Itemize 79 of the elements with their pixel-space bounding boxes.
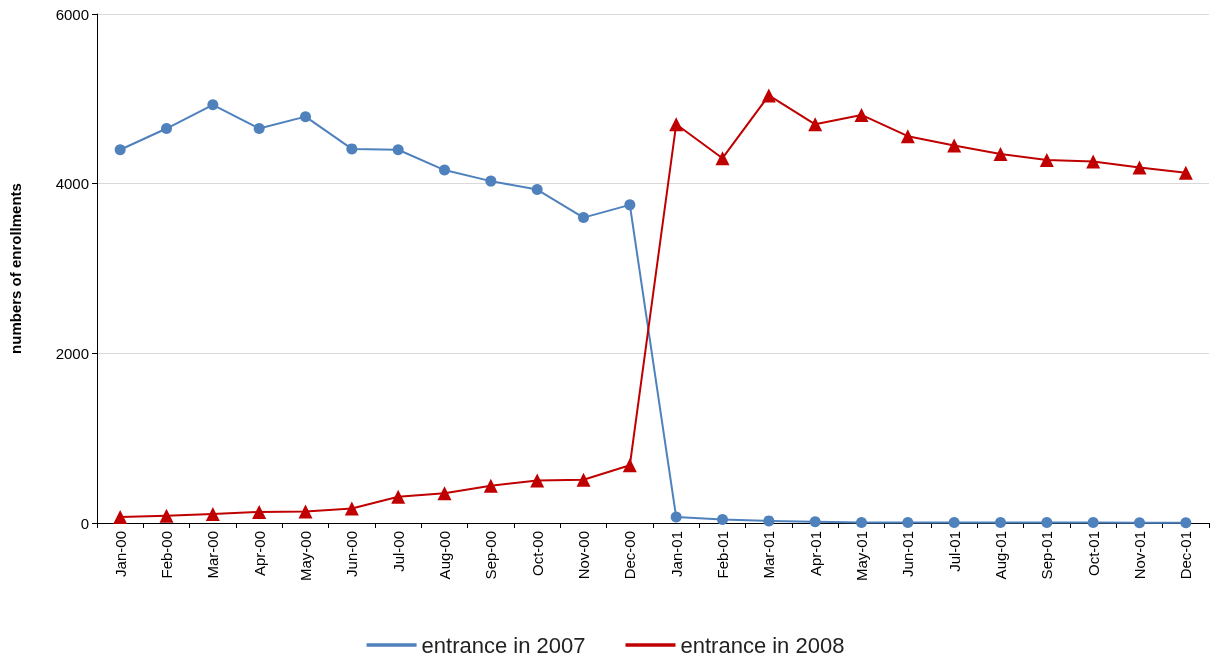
point <box>161 123 172 135</box>
x-tick-label: Jan-01 <box>667 531 685 577</box>
point <box>761 88 776 103</box>
point <box>854 107 869 122</box>
x-tick-label: Jun-00 <box>343 531 361 577</box>
x-tick-label: Mar-00 <box>204 531 222 579</box>
point <box>995 517 1006 529</box>
point <box>1134 517 1145 529</box>
point <box>808 117 823 132</box>
x-tick-label: Sep-00 <box>482 531 500 580</box>
point <box>670 511 682 523</box>
point <box>900 129 915 144</box>
point <box>437 486 452 501</box>
x-tick-label: Oct-01 <box>1084 531 1102 577</box>
x-tick-label: Jan-00 <box>111 531 129 577</box>
point <box>902 517 914 529</box>
point <box>346 143 358 155</box>
x-tick-label: Nov-01 <box>1131 531 1148 580</box>
point <box>205 507 220 522</box>
legend-label: entrance in 2007 <box>421 632 586 658</box>
x-tick-label: Nov-00 <box>575 531 592 580</box>
x-tick-label: Jun-01 <box>899 531 917 577</box>
y-axis-title: numbers of enrollments <box>7 183 24 354</box>
point <box>809 516 821 528</box>
point <box>1039 152 1054 167</box>
point <box>576 472 591 487</box>
point <box>298 504 313 519</box>
point <box>622 458 637 473</box>
x-tick-label: Aug-00 <box>436 531 453 580</box>
point <box>1132 160 1147 175</box>
x-tick-label: Apr-01 <box>806 531 824 577</box>
y-tick-label: 4000 <box>55 175 89 193</box>
point <box>856 517 867 529</box>
point <box>715 151 730 166</box>
y-tick-label: 2000 <box>55 344 89 362</box>
point <box>1087 517 1099 529</box>
x-tick-label: May-00 <box>297 531 314 582</box>
point <box>578 212 589 224</box>
legend-label: entrance in 2008 <box>680 632 845 658</box>
point <box>717 514 728 526</box>
x-tick-label: Feb-01 <box>714 531 731 579</box>
x-tick-label: Jul-01 <box>945 531 963 572</box>
y-tick-label: 6000 <box>55 5 89 23</box>
point <box>993 146 1008 161</box>
y-tick-label: 0 <box>80 514 89 532</box>
point <box>624 199 636 211</box>
x-tick-label: Aug-01 <box>992 531 1009 580</box>
point <box>392 144 404 156</box>
x-tick-label: Oct-00 <box>528 531 546 577</box>
point <box>252 504 267 519</box>
point <box>207 99 219 111</box>
x-tick-label: Apr-00 <box>250 531 268 577</box>
x-tick-label: May-01 <box>853 531 870 582</box>
point <box>1086 154 1101 169</box>
point <box>947 138 962 153</box>
point <box>1041 517 1053 529</box>
point <box>530 473 545 488</box>
x-tick-label: Dec-01 <box>1177 531 1195 580</box>
x-tick-label: Jul-00 <box>389 531 407 572</box>
x-tick-label: Mar-01 <box>760 531 778 579</box>
point <box>114 144 126 156</box>
point <box>113 510 128 525</box>
point <box>344 501 359 516</box>
point <box>763 515 775 527</box>
point <box>669 117 684 132</box>
point <box>483 478 498 493</box>
x-tick-label: Dec-00 <box>621 531 639 580</box>
point <box>391 489 406 504</box>
point <box>948 517 960 529</box>
x-tick-label: Feb-00 <box>158 531 175 579</box>
point <box>253 123 265 135</box>
point <box>300 111 311 123</box>
point <box>1178 165 1193 180</box>
point <box>439 164 450 176</box>
point <box>531 184 543 196</box>
point <box>1180 517 1192 529</box>
point <box>159 508 174 523</box>
x-tick-label: Sep-01 <box>1038 531 1056 580</box>
point <box>485 175 497 187</box>
